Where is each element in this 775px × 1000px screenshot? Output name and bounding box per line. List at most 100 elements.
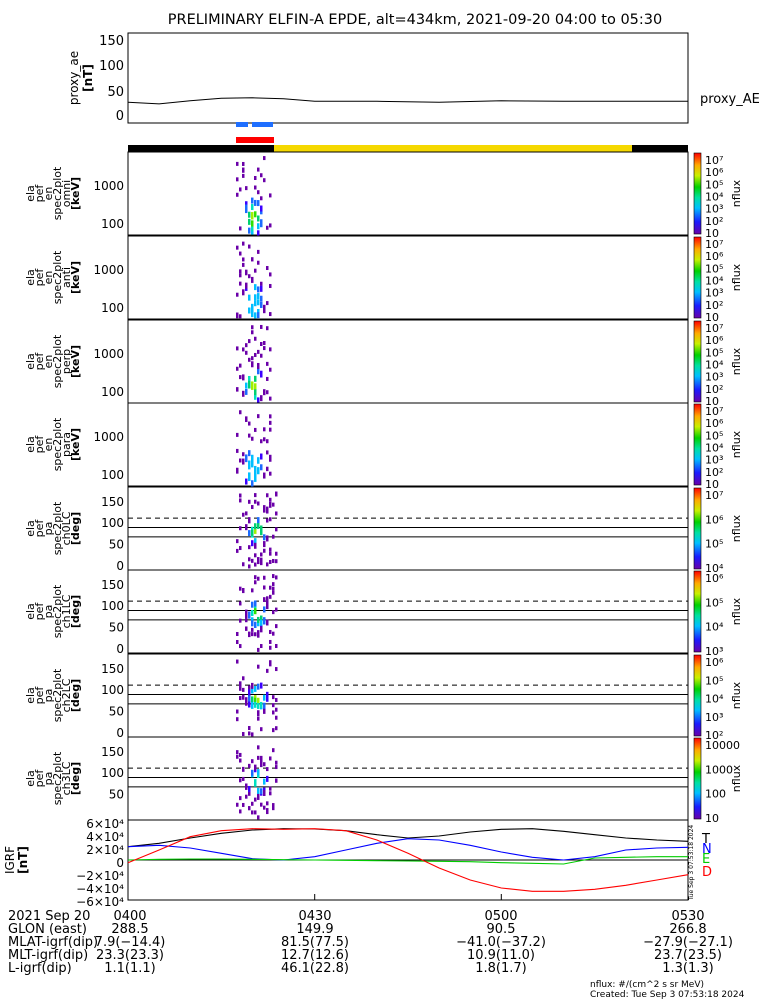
spectrogram-pixel <box>245 618 248 623</box>
spectrogram-pixel <box>245 626 248 631</box>
spectrogram-pixel <box>245 511 248 516</box>
spectrogram-pixel <box>254 352 257 357</box>
row-label-date: 2021 Sep 20 <box>8 909 90 924</box>
colorbar-tick: 10³ <box>705 454 723 467</box>
igrf-panel: IGRF [nT] 6×10⁴ 4×10⁴ 2×10⁴ 0 −2×10⁴ −4×… <box>3 817 712 909</box>
spectrogram-pixel <box>266 390 269 395</box>
colorbar-tick: 10⁷ <box>705 154 723 167</box>
spectrogram-pixel <box>275 492 278 497</box>
spectrogram-pixel <box>266 326 269 331</box>
spectrogram-pixel <box>245 186 248 191</box>
spectrogram-pixel <box>254 176 257 181</box>
panel-ylabel-line: pef <box>33 184 46 203</box>
spectrogram-pixel <box>236 659 239 664</box>
spectrogram-pixel <box>266 266 269 271</box>
spectrogram-pixel <box>239 752 242 757</box>
colorbar-tick: 10⁶ <box>705 250 724 263</box>
spectrogram-pixel <box>257 457 260 464</box>
panel-ylabel-line: ela <box>24 520 37 537</box>
row-value: 12.7(12.6) <box>281 948 349 963</box>
panel-ytick: 1000 <box>93 179 124 193</box>
panel-ylabel-line: pef <box>33 352 46 371</box>
panel-ytick: 0 <box>116 726 124 740</box>
spectrogram-pixel <box>254 523 257 530</box>
row-value: 7.9(−14.4) <box>95 935 166 950</box>
spectrogram-pixel <box>248 499 251 504</box>
panel-frame <box>127 736 689 821</box>
panel-frame <box>127 402 689 487</box>
panel-ytick: 1000 <box>93 430 124 444</box>
panel-ylabel-line: [deg] <box>69 595 82 628</box>
spectrogram-pixel <box>248 545 251 550</box>
igrf-ylabel-line1: IGRF <box>3 846 17 874</box>
spectrogram-pixel <box>275 726 278 731</box>
spectrogram-blob <box>236 324 272 404</box>
spectrogram-pixel <box>272 586 275 591</box>
panel-ylabel-line: pa <box>42 772 55 786</box>
spectrogram-pixel <box>269 547 272 552</box>
row-value: 1.1(1.1) <box>104 961 156 976</box>
spectrogram-pixel <box>248 380 251 387</box>
colorbar-tick: 10⁴ <box>705 275 724 288</box>
spectrogram-pixel <box>254 697 257 704</box>
colorbar-label: nflux <box>730 179 743 207</box>
spectrogram-pixel <box>245 388 248 395</box>
colorbar-tick: 10⁷ <box>705 322 723 335</box>
spectrogram-pixel <box>239 273 242 278</box>
spectrogram-pixel <box>257 697 260 704</box>
spectrogram-pixel <box>260 802 263 807</box>
colorbar-tick: 10⁴ <box>705 693 724 706</box>
proxy-ae-ylabel-line2: [nT] <box>81 64 95 92</box>
spectrogram-pixel <box>242 589 245 594</box>
spectrogram-pixel <box>257 167 260 172</box>
spectrogram-pixel <box>272 558 275 563</box>
igrf-ytick: 4×10⁴ <box>86 830 124 844</box>
igrf-legend-T: T <box>701 832 710 847</box>
spectrogram-pixel <box>239 493 242 498</box>
panel-ytick: 1000 <box>93 263 124 277</box>
spectrogram-pixel <box>263 606 266 613</box>
spectrogram-pixel <box>260 196 263 201</box>
spectrogram-pixel <box>257 647 260 652</box>
spectrogram-pixel <box>239 269 242 274</box>
colorbar-tick: 10⁵ <box>705 538 723 551</box>
spectrogram-pixel <box>251 325 254 330</box>
spectrogram-pixel <box>257 576 260 581</box>
panel-ytick: 50 <box>109 538 124 552</box>
spectrogram-pixel <box>263 534 266 541</box>
colorbar: 10⁶ 10⁵ 10⁴ 10³ 10² nflux <box>693 654 743 742</box>
spectrogram-pixel <box>248 564 251 569</box>
spectrogram-pixel <box>269 497 272 502</box>
spectrogram-pixel <box>260 760 263 765</box>
spectrogram-pixel <box>248 375 251 382</box>
spectrogram-pixel <box>248 557 251 562</box>
spectrogram-pixel <box>263 709 266 714</box>
spectrogram-pixel <box>257 468 260 475</box>
spectrogram-pixel <box>260 626 263 633</box>
spectrogram-pixel <box>239 226 242 231</box>
row-value: 266.8 <box>669 922 706 937</box>
colorbar-tick: 10⁵ <box>705 674 723 687</box>
panel-ylabel-line: [keV] <box>69 177 82 210</box>
spectrogram-pixel <box>272 695 275 700</box>
spectrogram-pixel <box>254 527 257 534</box>
spectrogram-blob <box>236 410 272 487</box>
spectrogram-pixel <box>248 421 251 426</box>
panel-ylabel-line: en <box>42 271 55 285</box>
spectrogram-pixel <box>251 687 254 694</box>
spectrogram-pixel <box>257 560 260 565</box>
colorbar-tick: 10⁴ <box>705 191 724 204</box>
spectrogram-pixel <box>263 505 266 510</box>
spectrogram-pixel <box>257 664 260 669</box>
spectrogram-pixel <box>266 361 269 366</box>
spectrogram-pixel <box>266 518 269 523</box>
spectrogram-pixel <box>269 193 272 198</box>
colorbar-label: nflux <box>730 430 743 458</box>
spectrogram-pixel <box>254 475 257 482</box>
spectrogram-pixel <box>242 562 245 567</box>
spectrogram-pixel <box>239 546 242 551</box>
colorbar-tick: 10⁵ <box>705 429 723 442</box>
spectrogram-pixel <box>266 439 269 444</box>
spectrogram-pixel <box>260 682 263 689</box>
